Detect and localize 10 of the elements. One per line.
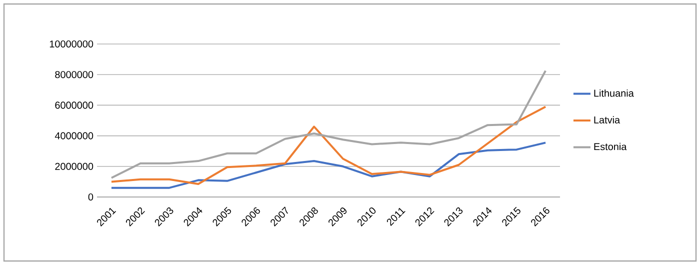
y-tick-label: 6000000 [55,102,94,109]
line-series [110,70,547,179]
y-tick-label: 4000000 [54,132,94,140]
y-tick-label: 2000000 [55,162,94,170]
y-tick-label: 0 [88,193,94,201]
legend-label: Latvia [594,116,620,124]
y-tick-label: 8000000 [55,71,94,78]
legend-label: Estonia [594,142,627,150]
y-tick-label: 10000000 [50,40,94,48]
legend-label: Lithuania [594,89,634,97]
